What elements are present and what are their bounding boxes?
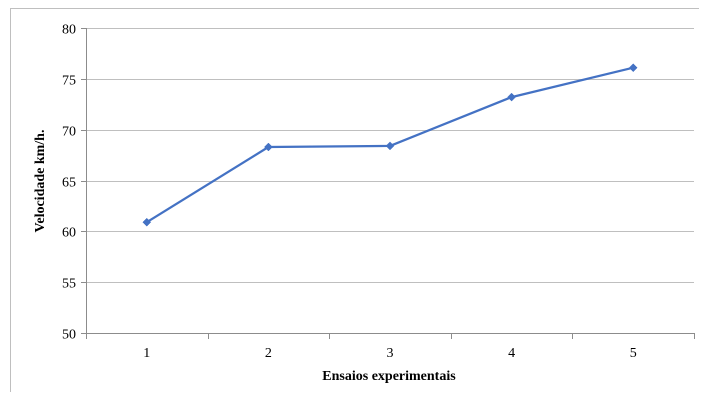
axes	[81, 28, 695, 339]
x-tick-labels: 1 2 3 4 5	[143, 346, 636, 361]
y-tick-label: 65	[62, 176, 76, 191]
x-tick-label: 4	[508, 346, 515, 361]
x-tick-label: 3	[387, 346, 394, 361]
data-point-marker	[385, 141, 395, 151]
y-tick-label: 60	[62, 226, 76, 241]
x-tick-label: 5	[630, 346, 637, 361]
chart-frame	[10, 8, 699, 392]
series	[142, 63, 638, 227]
data-point-marker	[264, 142, 273, 152]
y-tick-labels: 50 55 60 65 70 75 80	[62, 23, 76, 343]
x-tick-label: 1	[143, 346, 150, 361]
y-tick-label: 75	[62, 74, 76, 89]
x-tick-label: 2	[265, 346, 272, 361]
y-tick-label: 50	[62, 328, 76, 343]
gridlines	[86, 28, 694, 283]
data-point-marker	[628, 63, 638, 73]
y-tick-label: 55	[62, 277, 76, 292]
y-axis-title: Velocidade km/h.	[33, 130, 48, 233]
y-tick-label: 70	[62, 125, 76, 140]
x-axis-title: Ensaios experimentais	[322, 369, 456, 384]
data-point-marker	[142, 217, 152, 227]
y-tick-label: 80	[62, 23, 76, 38]
data-point-marker	[507, 92, 516, 102]
